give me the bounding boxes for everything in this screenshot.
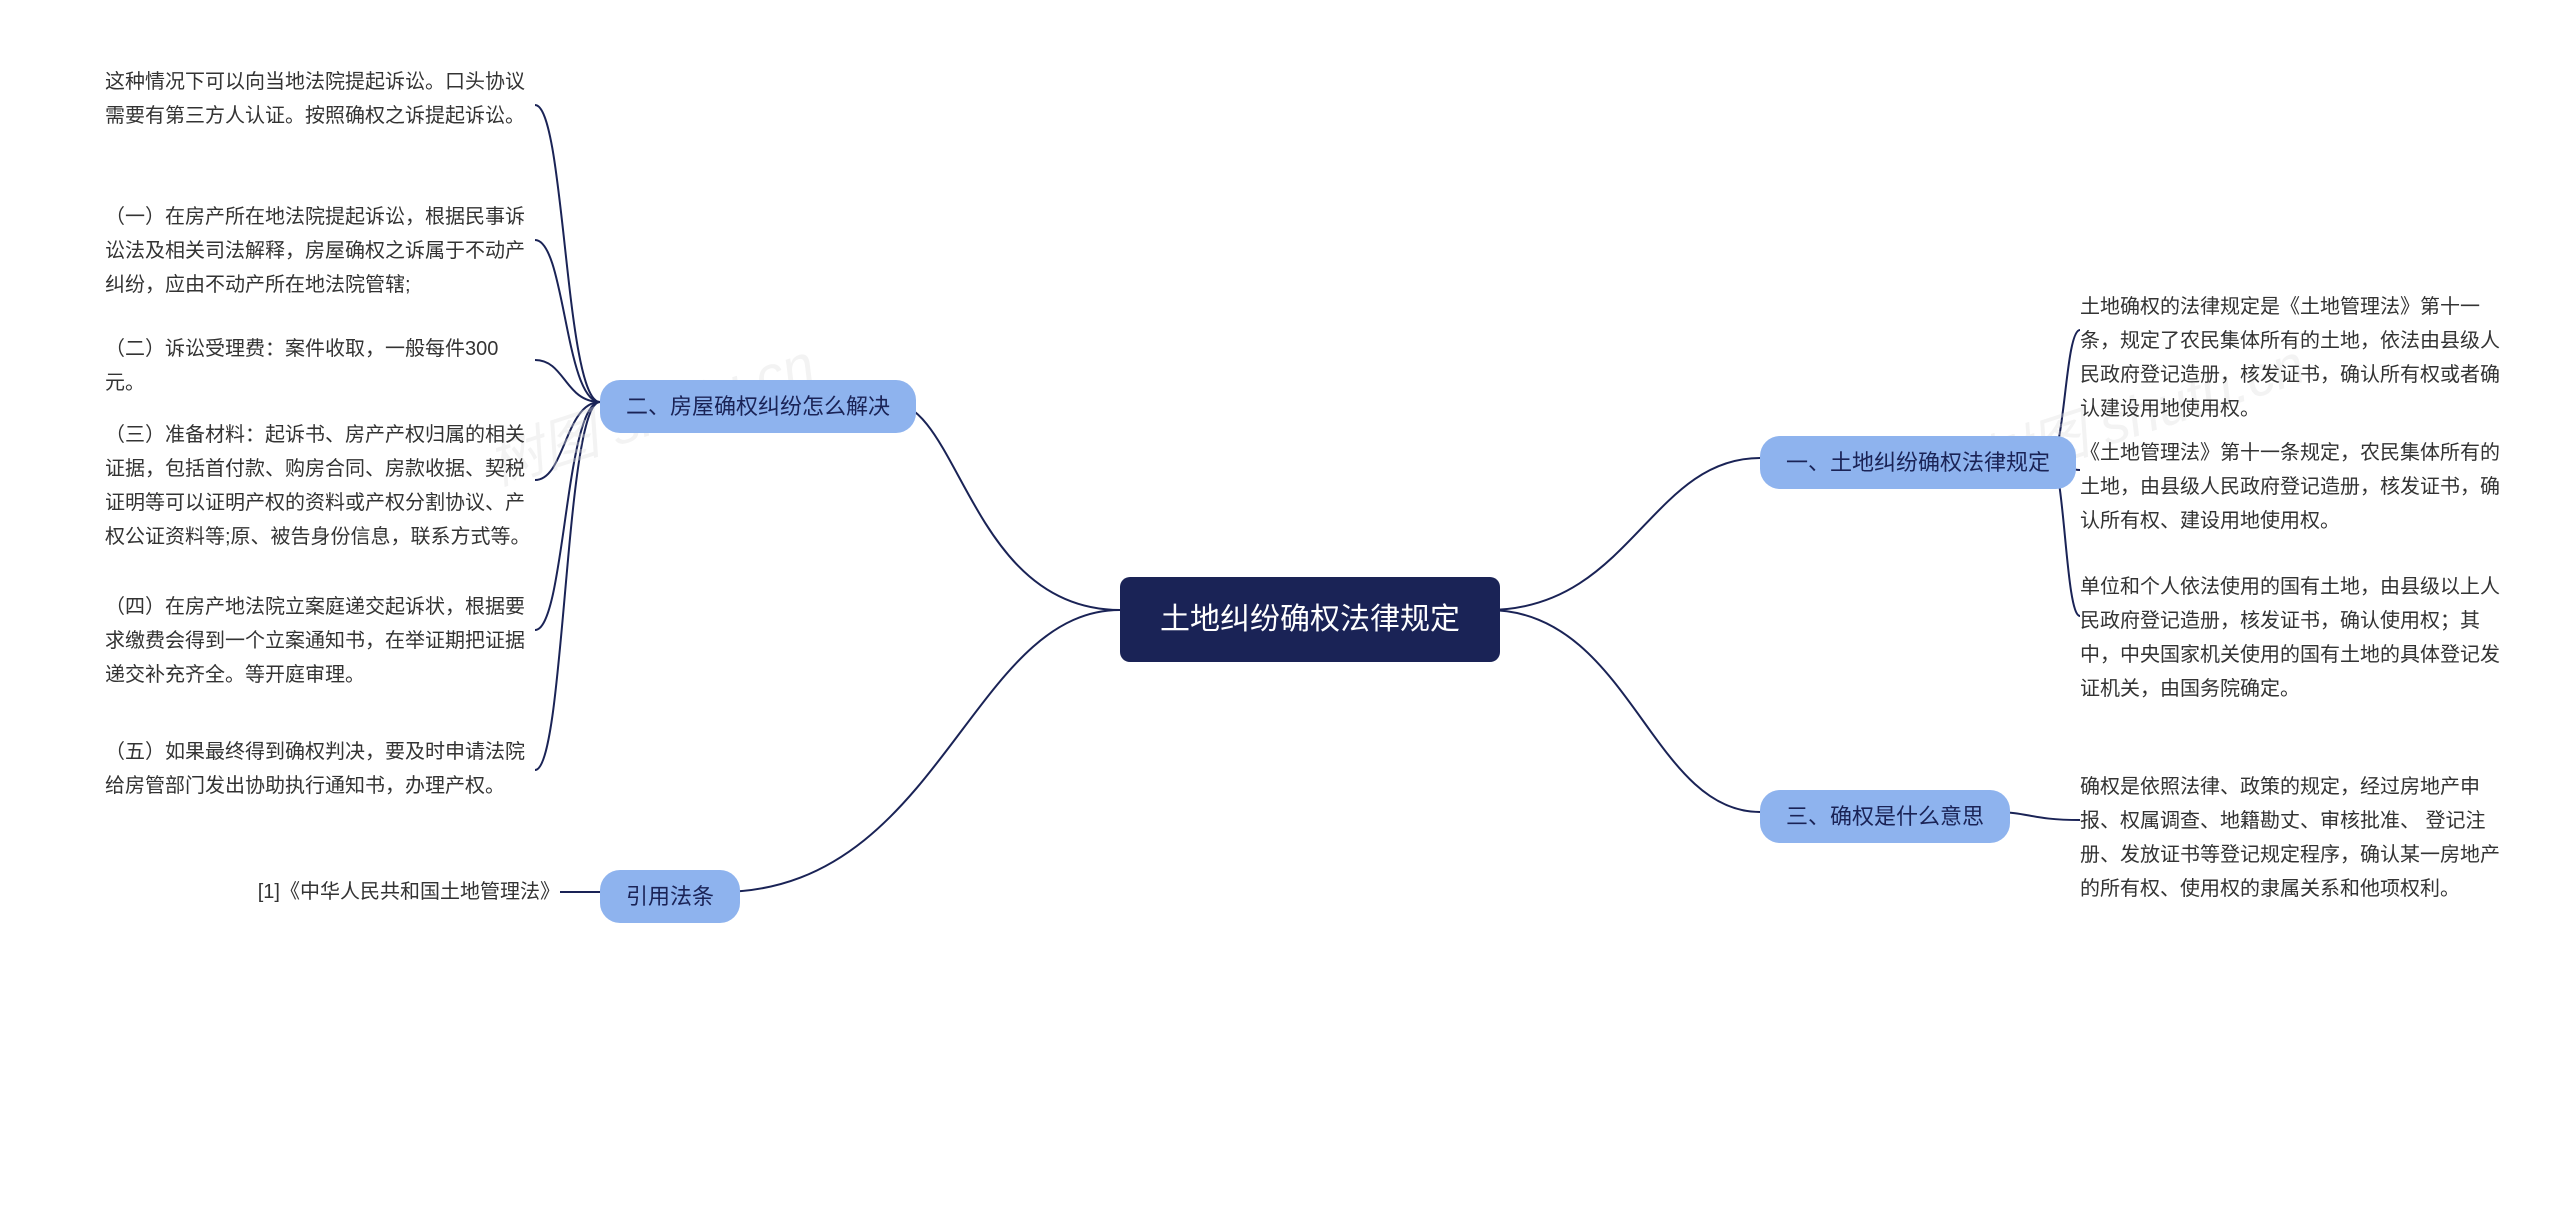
branch-node-3[interactable]: 三、确权是什么意思 <box>1760 790 2010 843</box>
leaf-node: （四）在房产地法院立案庭递交起诉状，根据要求缴费会得到一个立案通知书，在举证期把… <box>105 590 535 692</box>
mindmap-canvas: 树图 shutu.cn 树图 shutu.cn 土地纠纷确权法律规定 一、土地纠… <box>0 0 2560 1211</box>
root-label: 土地纠纷确权法律规定 <box>1160 603 1460 636</box>
leaf-node: [1]《中华人民共和国土地管理法》 <box>220 875 560 909</box>
leaf-node: 确权是依照法律、政策的规定，经过房地产申报、权属调查、地籍勘丈、审核批准、 登记… <box>2080 770 2510 906</box>
branch-label: 引用法条 <box>626 884 714 909</box>
branch-label: 二、房屋确权纠纷怎么解决 <box>626 394 890 419</box>
leaf-node: （三）准备材料：起诉书、房产产权归属的相关证据，包括首付款、购房合同、房款收据、… <box>105 418 535 554</box>
branch-label: 一、土地纠纷确权法律规定 <box>1786 450 2050 475</box>
branch-node-4[interactable]: 引用法条 <box>600 870 740 923</box>
leaf-node: （一）在房产所在地法院提起诉讼，根据民事诉讼法及相关司法解释，房屋确权之诉属于不… <box>105 200 535 302</box>
leaf-node: （二）诉讼受理费：案件收取，一般每件300元。 <box>105 332 535 400</box>
leaf-node: 土地确权的法律规定是《土地管理法》第十一条，规定了农民集体所有的土地，依法由县级… <box>2080 290 2510 426</box>
leaf-node: 单位和个人依法使用的国有土地，由县级以上人民政府登记造册，核发证书，确认使用权；… <box>2080 570 2510 706</box>
root-node[interactable]: 土地纠纷确权法律规定 <box>1120 577 1500 662</box>
leaf-node: 这种情况下可以向当地法院提起诉讼。口头协议需要有第三方人认证。按照确权之诉提起诉… <box>105 65 535 133</box>
branch-node-1[interactable]: 一、土地纠纷确权法律规定 <box>1760 436 2076 489</box>
branch-label: 三、确权是什么意思 <box>1786 804 1984 829</box>
branch-node-2[interactable]: 二、房屋确权纠纷怎么解决 <box>600 380 916 433</box>
leaf-node: （五）如果最终得到确权判决，要及时申请法院给房管部门发出协助执行通知书，办理产权… <box>105 735 535 803</box>
leaf-node: 《土地管理法》第十一条规定，农民集体所有的土地，由县级人民政府登记造册，核发证书… <box>2080 436 2510 538</box>
